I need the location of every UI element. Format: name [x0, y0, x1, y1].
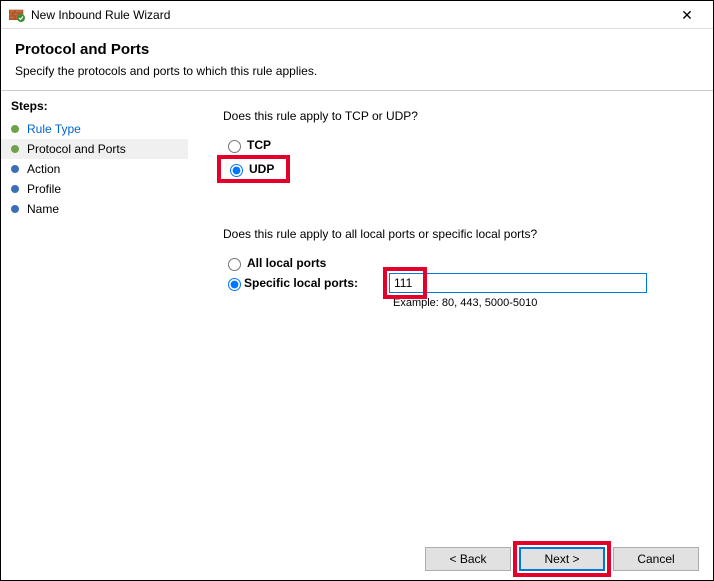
radio-tcp[interactable] — [228, 140, 241, 153]
step-label: Profile — [27, 182, 61, 196]
step-name[interactable]: Name — [1, 199, 188, 219]
wizard-window: New Inbound Rule Wizard ✕ Protocol and P… — [0, 0, 714, 581]
step-bullet-icon — [11, 145, 19, 153]
footer: < Back Next > Cancel — [1, 536, 713, 580]
back-button[interactable]: < Back — [425, 547, 511, 571]
titlebar: New Inbound Rule Wizard ✕ — [1, 1, 713, 29]
step-protocol-and-ports[interactable]: Protocol and Ports — [1, 139, 188, 159]
radio-udp[interactable] — [230, 164, 243, 177]
close-button[interactable]: ✕ — [667, 2, 707, 28]
step-bullet-icon — [11, 125, 19, 133]
radio-tcp-label: TCP — [247, 138, 271, 152]
content-pane: Does this rule apply to TCP or UDP? TCP … — [189, 91, 713, 536]
step-label: Protocol and Ports — [27, 142, 126, 156]
steps-pane: Steps: Rule Type Protocol and Ports Action… — [1, 91, 189, 536]
radio-udp-label: UDP — [249, 162, 274, 176]
step-label: Rule Type — [27, 122, 81, 136]
radio-specific-ports-label: Specific local ports: — [244, 276, 358, 290]
port-input[interactable] — [389, 273, 647, 293]
radio-udp-row[interactable]: UDP — [223, 155, 689, 183]
step-bullet-icon — [11, 185, 19, 193]
question-ports: Does this rule apply to all local ports … — [223, 227, 689, 241]
radio-all-ports[interactable] — [228, 258, 241, 271]
radio-specific-ports-row[interactable]: Specific local ports: — [223, 273, 689, 293]
radio-all-ports-label: All local ports — [247, 256, 326, 270]
radio-all-ports-row[interactable]: All local ports — [223, 255, 689, 271]
radio-tcp-row[interactable]: TCP — [223, 137, 689, 153]
step-rule-type[interactable]: Rule Type — [1, 119, 188, 139]
step-bullet-icon — [11, 205, 19, 213]
header: Protocol and Ports Specify the protocols… — [1, 29, 713, 90]
next-button[interactable]: Next > — [519, 547, 605, 571]
radio-specific-ports[interactable] — [228, 278, 241, 291]
step-profile[interactable]: Profile — [1, 179, 188, 199]
step-action[interactable]: Action — [1, 159, 188, 179]
body: Steps: Rule Type Protocol and Ports Action… — [1, 90, 713, 536]
window-title: New Inbound Rule Wizard — [31, 8, 667, 22]
question-protocol: Does this rule apply to TCP or UDP? — [223, 109, 689, 123]
cancel-button[interactable]: Cancel — [613, 547, 699, 571]
port-example: Example: 80, 443, 5000-5010 — [393, 297, 689, 309]
next-highlight-box: Next > — [519, 547, 605, 571]
page-subtitle: Specify the protocols and ports to which… — [15, 64, 699, 78]
steps-heading: Steps: — [1, 97, 188, 119]
step-label: Action — [27, 162, 60, 176]
udp-highlight-box: UDP — [217, 155, 290, 183]
step-label: Name — [27, 202, 59, 216]
firewall-icon — [9, 7, 25, 23]
step-bullet-icon — [11, 165, 19, 173]
page-title: Protocol and Ports — [15, 41, 699, 58]
